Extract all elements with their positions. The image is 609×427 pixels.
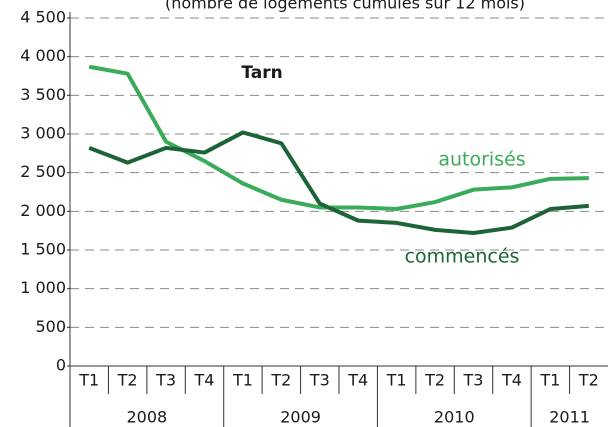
annotation: Tarn [241,63,282,83]
y-tick-label: 500 [35,317,66,336]
x-tick-label: T1 [232,371,253,390]
x-tick-label: T4 [194,371,215,390]
series-label: commencés [405,246,520,268]
y-tick-label: 4 500 [20,8,66,27]
x-tick-label: T3 [155,371,176,390]
y-tick-label: 3 500 [20,85,66,104]
y-tick-label: 0 [56,356,66,375]
x-tick-label: T1 [386,371,407,390]
y-tick-label: 2 000 [20,201,66,220]
chart-subtitle: (nombre de logements cumulés sur 12 mois… [165,0,525,13]
x-tick-label: T3 [463,371,484,390]
x-tick-label: T2 [578,371,599,390]
y-tick-label: 4 000 [20,46,66,65]
y-tick-label: 1 500 [20,240,66,259]
x-tick-label: T3 [309,371,330,390]
x-group-label: 2009 [280,408,321,427]
x-tick-label: T2 [424,371,445,390]
y-tick-label: 2 500 [20,162,66,181]
y-tick-label: 1 000 [20,278,66,297]
x-tick-label: T4 [347,371,368,390]
line-series [88,64,589,212]
x-tick-label: T4 [501,371,522,390]
x-tick-label: T1 [539,371,560,390]
series-label: autorisés [438,149,525,171]
x-group-label: 2010 [434,408,475,427]
x-group-label: 2011 [549,408,590,427]
x-tick-label: T2 [270,371,291,390]
y-tick-label: 3 000 [20,124,66,143]
line-series [88,130,589,235]
x-tick-label: T2 [117,371,138,390]
x-tick-label: T1 [78,371,99,390]
x-group-label: 2008 [126,408,167,427]
